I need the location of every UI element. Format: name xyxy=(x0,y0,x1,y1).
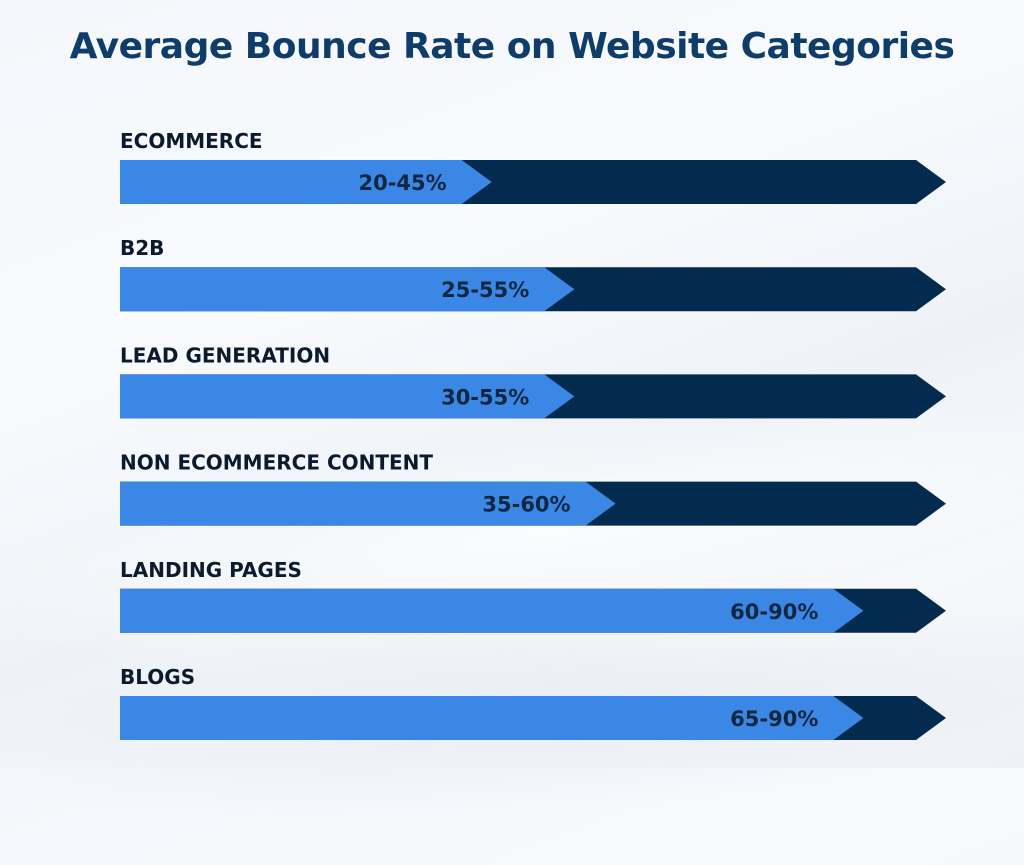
bounce-rate-chart: ECOMMERCE 20-45% B2B 25-55% LEAD GENERATION 3… xyxy=(120,129,946,740)
chart-title: Average Bounce Rate on Website Categorie… xyxy=(69,26,955,67)
bar-row: LEAD GENERATION 30-55% xyxy=(120,343,946,419)
value-label: 65-90% xyxy=(730,707,818,731)
bar-row: ECOMMERCE 20-45% xyxy=(120,129,946,204)
category-label: BLOGS xyxy=(120,665,195,689)
value-label: 35-60% xyxy=(482,493,570,517)
category-label: NON ECOMMERCE CONTENT xyxy=(120,451,433,475)
bar-range-fill xyxy=(120,696,864,740)
value-label: 25-55% xyxy=(441,278,529,302)
bar-range-fill xyxy=(120,374,575,419)
bar-row: BLOGS 65-90% xyxy=(120,665,946,740)
category-label: B2B xyxy=(120,236,164,260)
bar-range-fill xyxy=(120,267,575,312)
bar-row: B2B 25-55% xyxy=(120,236,946,312)
value-label: 30-55% xyxy=(441,385,529,409)
category-label: ECOMMERCE xyxy=(120,129,263,153)
bar-row: NON ECOMMERCE CONTENT 35-60% xyxy=(120,451,946,526)
value-label: 20-45% xyxy=(358,171,446,195)
value-label: 60-90% xyxy=(730,600,818,624)
bar-range-fill xyxy=(120,160,492,204)
bar-range-fill xyxy=(120,588,864,633)
category-label: LEAD GENERATION xyxy=(120,343,330,367)
bar-row: LANDING PAGES 60-90% xyxy=(120,558,946,633)
category-label: LANDING PAGES xyxy=(120,558,302,582)
bar-range-fill xyxy=(120,481,616,526)
